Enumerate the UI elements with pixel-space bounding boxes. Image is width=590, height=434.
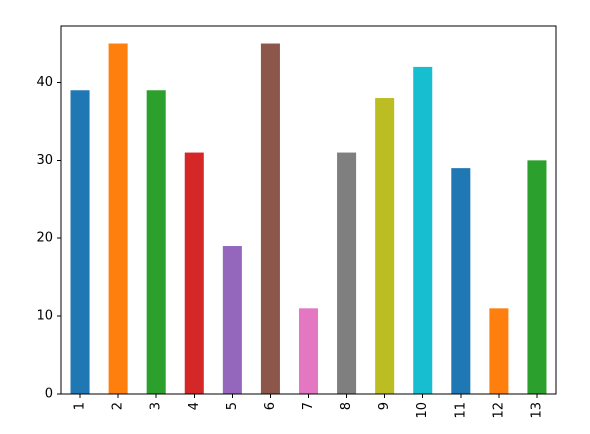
x-tick-label-8: 8 (339, 402, 354, 410)
x-tick-label-10: 10 (415, 402, 430, 419)
x-tick-label-9: 9 (377, 402, 392, 410)
x-axis: 1 2 3 4 5 6 7 8 9 10 11 12 13 (73, 394, 544, 419)
x-tick-label-6: 6 (263, 402, 278, 410)
bar-3 (146, 90, 166, 394)
x-tick-label-12: 12 (491, 402, 506, 419)
bar-2 (108, 43, 128, 395)
bar-11 (451, 168, 471, 394)
y-tick-label: 0 (45, 387, 53, 402)
y-tick-label: 10 (36, 309, 53, 324)
y-tick-label: 30 (36, 153, 53, 168)
x-tick-label-1: 1 (73, 402, 88, 410)
bar-12 (489, 308, 509, 394)
x-tick-label-4: 4 (187, 402, 202, 410)
bar-6 (260, 43, 280, 395)
bar-8 (337, 152, 357, 394)
bar-5 (222, 246, 242, 394)
bars-group (70, 43, 547, 395)
x-tick-label-11: 11 (453, 402, 468, 419)
x-tick-label-5: 5 (225, 402, 240, 410)
x-tick-label-13: 13 (529, 402, 544, 419)
y-tick-label: 40 (36, 75, 53, 90)
bar-9 (375, 98, 395, 394)
bar-13 (527, 160, 547, 394)
y-axis: 0 10 20 30 40 (36, 75, 61, 402)
bar-4 (184, 152, 204, 394)
bar-1 (70, 90, 90, 394)
x-tick-label-3: 3 (149, 402, 164, 410)
y-tick-label: 20 (36, 231, 53, 246)
bar-10 (413, 66, 433, 394)
bar-7 (298, 308, 319, 394)
x-tick-label-2: 2 (111, 402, 126, 410)
x-tick-label-7: 7 (301, 402, 316, 410)
